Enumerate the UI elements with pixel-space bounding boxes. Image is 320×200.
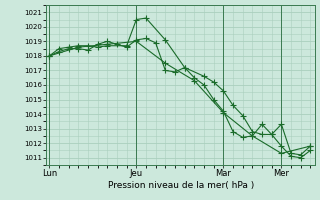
X-axis label: Pression niveau de la mer( hPa ): Pression niveau de la mer( hPa ) — [108, 181, 254, 190]
